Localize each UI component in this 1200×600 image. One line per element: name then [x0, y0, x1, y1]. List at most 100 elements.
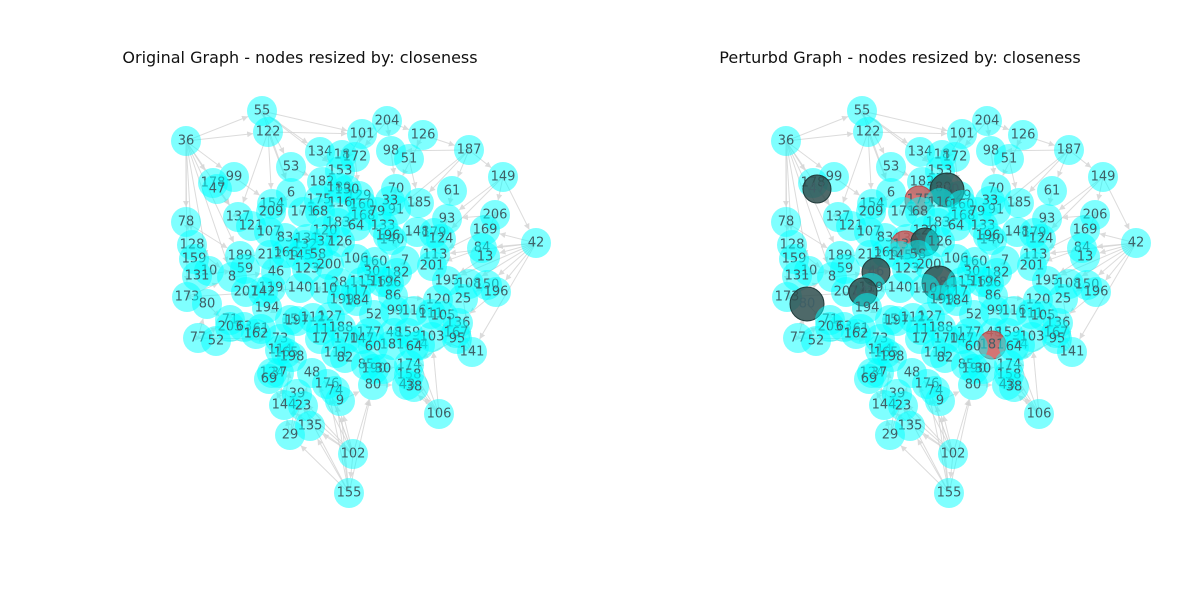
node-label: 155 — [937, 486, 962, 501]
graph-node: 42 — [1121, 228, 1151, 258]
node-circle — [358, 370, 388, 400]
graph-node: 53 — [876, 152, 906, 182]
perturbed-graph-panel: Perturbd Graph - nodes resized by: close… — [600, 0, 1200, 600]
node-circle — [947, 119, 977, 149]
graph-node: 204 — [972, 106, 1002, 136]
node-label: 195 — [1035, 274, 1060, 289]
graph-node: 42 — [521, 228, 551, 258]
node-label: 155 — [337, 486, 362, 501]
node-circle — [1081, 277, 1111, 307]
graph-node: 51 — [394, 144, 424, 174]
graph-node: 162 — [241, 319, 271, 349]
node-label: 52 — [808, 334, 825, 349]
node-circle — [771, 126, 801, 156]
node-circle — [201, 326, 231, 356]
graph-node: 13 — [470, 242, 500, 272]
node-label: 47 — [209, 182, 226, 197]
node-circle — [801, 326, 831, 356]
node-label: 53 — [883, 160, 900, 175]
node-circle — [404, 188, 434, 218]
node-circle — [408, 120, 438, 150]
node-label: 134 — [308, 145, 333, 160]
graph-node: 185 — [1004, 188, 1034, 218]
node-label: 78 — [178, 215, 195, 230]
node-circle — [241, 319, 271, 349]
node-circle — [454, 135, 484, 165]
node-label: 126 — [411, 128, 436, 143]
graph-node: 69 — [254, 364, 284, 394]
node-label: 23 — [295, 399, 312, 414]
graph-node: 47 — [802, 174, 832, 204]
graph-node: 53 — [276, 152, 306, 182]
node-label: 123 — [295, 262, 320, 277]
node-label: 42 — [528, 236, 545, 251]
node-label: 29 — [882, 428, 899, 443]
node-label: 80 — [199, 297, 216, 312]
node-circle — [802, 174, 832, 204]
node-label: 47 — [809, 182, 826, 197]
node-label: 78 — [778, 215, 795, 230]
node-circle — [521, 228, 551, 258]
graph-node: 38 — [399, 372, 429, 402]
graph-node: 36 — [771, 126, 801, 156]
node-label: 9 — [936, 394, 944, 409]
node-circle — [253, 117, 283, 147]
graph-node: 149 — [1088, 162, 1118, 192]
perturbed-graph-network: 5512236101204126187149134181729851531539… — [771, 96, 1151, 508]
node-label: 209 — [259, 205, 284, 220]
node-label: 25 — [455, 292, 472, 307]
node-circle — [192, 289, 222, 319]
node-label: 99 — [387, 304, 404, 319]
node-circle — [171, 207, 201, 237]
graph-node: 80 — [358, 370, 388, 400]
node-label: 131 — [185, 269, 210, 284]
node-circle — [276, 152, 306, 182]
graph-node: 185 — [404, 188, 434, 218]
graph-node: 149 — [488, 162, 518, 192]
node-circle — [334, 478, 364, 508]
graph-edge — [785, 140, 829, 263]
graph-node: 47 — [202, 174, 232, 204]
graph-node: 196 — [1081, 277, 1111, 307]
graph-node: 9 — [325, 386, 355, 416]
node-circle — [938, 439, 968, 469]
node-circle — [1024, 399, 1054, 429]
graph-node: 61 — [437, 176, 467, 206]
node-label: 80 — [799, 297, 816, 312]
node-circle — [347, 119, 377, 149]
node-label: 196 — [1084, 285, 1109, 300]
node-circle — [771, 207, 801, 237]
node-circle — [1054, 135, 1084, 165]
node-label: 162 — [244, 327, 269, 342]
node-label: 185 — [1007, 196, 1032, 211]
graph-node: 106 — [424, 399, 454, 429]
node-label: 13 — [1077, 250, 1094, 265]
node-circle — [972, 106, 1002, 136]
node-circle — [1048, 284, 1078, 314]
graph-node: 80 — [789, 286, 825, 322]
graph-node: 38 — [999, 372, 1029, 402]
graph-node: 187 — [454, 135, 484, 165]
node-label: 61 — [1044, 184, 1061, 199]
node-circle — [448, 284, 478, 314]
node-label: 187 — [457, 143, 482, 158]
graph-node: 141 — [1057, 337, 1087, 367]
node-label: 51 — [401, 152, 418, 167]
graph-node: 196 — [373, 221, 403, 251]
graph-node: 134 — [305, 137, 335, 167]
node-label: 141 — [460, 345, 485, 360]
node-label: 17 — [912, 332, 929, 347]
node-label: 29 — [282, 428, 299, 443]
original-graph-network: 5512236101204126187149134181729851531539… — [171, 96, 551, 508]
node-label: 185 — [407, 196, 432, 211]
graph-node: 52 — [801, 326, 831, 356]
node-label: 204 — [375, 114, 400, 129]
graph-node: 78 — [771, 207, 801, 237]
graph-edge — [928, 398, 950, 494]
node-label: 131 — [785, 269, 810, 284]
node-label: 6 — [887, 186, 895, 201]
graph-node: 187 — [1054, 135, 1084, 165]
node-circle — [999, 372, 1029, 402]
graph-node: 134 — [905, 137, 935, 167]
perturbed-graph-title: Perturbd Graph - nodes resized by: close… — [719, 48, 1081, 67]
